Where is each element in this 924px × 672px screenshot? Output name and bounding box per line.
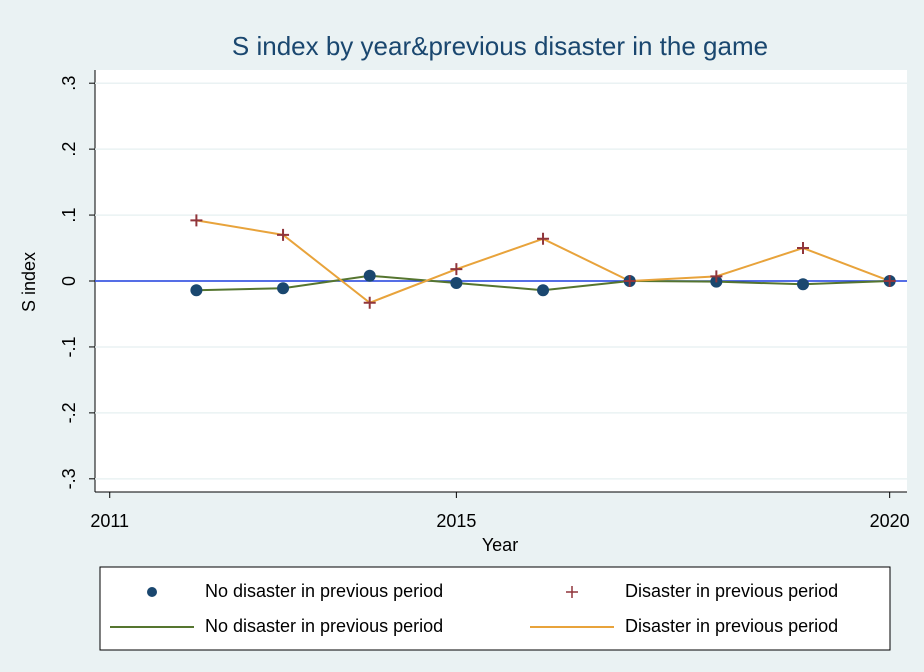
legend-label: Disaster in previous period (625, 581, 838, 601)
legend-label: No disaster in previous period (205, 616, 443, 636)
y-tick-label: -.1 (59, 336, 79, 357)
point (883, 275, 896, 287)
point (537, 232, 550, 245)
point (797, 278, 810, 291)
point (537, 284, 550, 297)
point (363, 296, 376, 309)
x-axis-label: Year (482, 535, 518, 555)
y-tick-label: -.3 (59, 468, 79, 489)
chart-title: S index by year&previous disaster in the… (232, 31, 768, 61)
point (797, 242, 810, 255)
point (190, 214, 203, 227)
y-axis-label: S index (19, 252, 39, 312)
point (450, 263, 463, 276)
legend (99, 566, 891, 651)
x-tick-label: 2020 (870, 511, 910, 531)
point (190, 284, 203, 297)
point (623, 275, 636, 287)
y-tick-label: .2 (59, 142, 79, 157)
point (277, 228, 290, 241)
x-tick-label: 2015 (436, 511, 476, 531)
legend-label: No disaster in previous period (205, 581, 443, 601)
x-tick-label: 2011 (90, 511, 129, 531)
y-tick-label: .1 (59, 208, 79, 223)
point (710, 270, 723, 283)
point (277, 282, 290, 295)
y-tick-label: .3 (59, 76, 79, 91)
point (450, 276, 463, 289)
legend-marker (566, 586, 578, 598)
y-tick-label: -.2 (59, 402, 79, 423)
legend-label: Disaster in previous period (625, 616, 838, 636)
legend-marker (147, 587, 157, 597)
y-tick-label: 0 (59, 276, 79, 286)
point (363, 269, 376, 282)
